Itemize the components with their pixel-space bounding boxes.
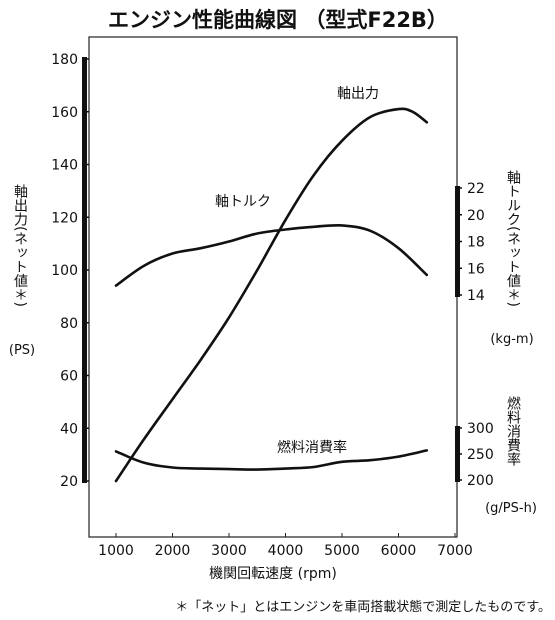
torque-tick-label: 16 <box>467 261 485 277</box>
x-tick-label: 6000 <box>381 543 417 559</box>
series-line-torque <box>114 223 429 287</box>
power-tick-label: 160 <box>51 105 78 121</box>
torque-tick-label: 20 <box>467 208 485 224</box>
chart-title: エンジン性能曲線図 （型式F22B） <box>108 8 448 32</box>
torque-axis-unit: (kg-m) <box>490 332 533 347</box>
torque-tick-label: 22 <box>467 181 485 197</box>
power-axis-unit: (PS) <box>9 343 35 358</box>
x-tick-label: 5000 <box>324 543 360 559</box>
power-tick-label: 100 <box>51 263 78 279</box>
fuel-axis-ticks: 200 250 300 <box>455 421 494 489</box>
fuel-tick-label: 200 <box>467 473 494 489</box>
fuel-tick-label: 300 <box>467 421 494 437</box>
torque-axis-ticks: 14 16 18 20 22 <box>455 181 485 304</box>
fuel-series-label: 燃料消費率 <box>277 439 347 456</box>
series-line-fuel <box>114 449 429 471</box>
power-axis-ticks: 20 40 60 80 100 120 140 160 180 <box>51 52 89 490</box>
torque-tick-label: 18 <box>467 235 485 251</box>
power-tick-label: 120 <box>51 210 78 226</box>
x-axis-ticks: 1000 2000 3000 4000 5000 6000 7000 <box>98 533 473 559</box>
power-tick-label: 40 <box>60 421 78 437</box>
x-axis-label: 機関回転速度 (rpm) <box>209 566 337 582</box>
power-tick-label: 20 <box>60 474 78 490</box>
x-tick-label: 2000 <box>155 543 191 559</box>
x-tick-label: 3000 <box>211 543 247 559</box>
fuel-axis-unit: (g/PS-h) <box>485 501 537 516</box>
fuel-tick-label: 250 <box>467 447 494 463</box>
torque-series-label: 軸トルク <box>215 194 271 210</box>
x-tick-label: 7000 <box>437 543 473 559</box>
footnote: ＊「ネット」とはエンジンを車両搭載状態で測定したものです。 <box>175 599 551 615</box>
power-tick-label: 80 <box>60 316 78 332</box>
torque-tick-label: 14 <box>467 288 485 304</box>
power-tick-label: 180 <box>51 52 78 68</box>
power-axis-label: 軸出力(ネット値＊) <box>12 184 28 307</box>
power-series-label: 軸出力 <box>337 86 379 102</box>
x-tick-label: 1000 <box>98 543 134 559</box>
series-line-left <box>114 107 429 483</box>
power-tick-label: 140 <box>51 158 78 174</box>
power-tick-label: 60 <box>60 369 78 385</box>
torque-axis-label: 軸トルク(ネット値＊) <box>505 170 521 307</box>
x-tick-label: 4000 <box>268 543 304 559</box>
fuel-axis-label: 燃料消費率 <box>505 395 521 466</box>
